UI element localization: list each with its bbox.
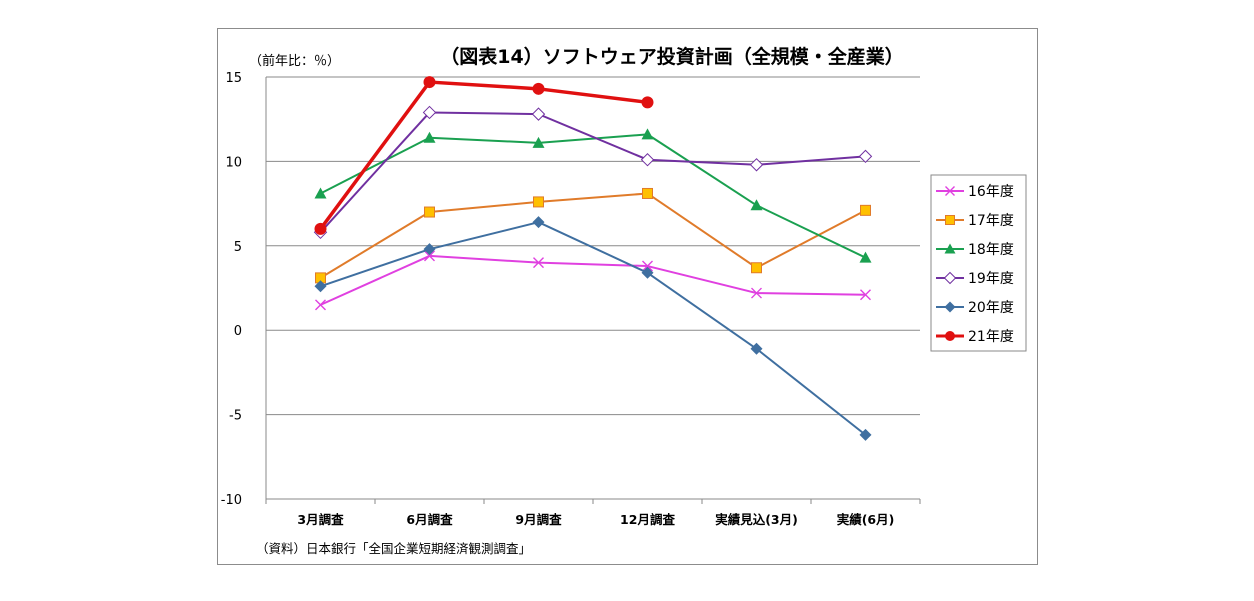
y-tick-label: 0: [234, 324, 242, 339]
data-point: [423, 243, 436, 256]
data-point: [422, 105, 437, 120]
x-tick-label: 実績見込(3月): [715, 512, 798, 527]
legend-item: 19年度: [936, 271, 1014, 287]
series-4: [314, 216, 872, 441]
data-point: [314, 187, 327, 199]
x-tick-label: 12月調査: [620, 512, 675, 527]
data-point: [424, 250, 435, 262]
unit-label: （前年比：％）: [249, 53, 340, 69]
chart-svg: （図表14）ソフトウェア投資計画（全規模・全産業） （前年比：％） 15 10 5 0…: [221, 45, 1027, 556]
data-point: [749, 158, 764, 172]
data-point: [314, 280, 327, 293]
data-point: [750, 342, 763, 355]
data-point: [532, 136, 545, 148]
x-tick-label: 9月調査: [515, 512, 562, 527]
data-point: [751, 262, 762, 274]
data-point: [533, 196, 544, 208]
legend-marker: [944, 243, 956, 254]
data-point: [860, 204, 871, 216]
legend-item: 18年度: [936, 242, 1014, 258]
y-tick-label: -5: [229, 409, 242, 424]
legend-label: 19年度: [968, 271, 1014, 287]
grid-lines: [266, 76, 920, 416]
y-tick-label: 10: [225, 155, 242, 170]
series-3: [313, 105, 873, 240]
chart-frame: （図表14）ソフトウェア投資計画（全規模・全産業） （前年比：％） 15 10 5 0…: [217, 28, 1038, 565]
series-line: [320, 221, 867, 436]
y-tick-label: 5: [234, 240, 242, 255]
data-point: [641, 266, 654, 279]
series-line: [319, 111, 866, 233]
y-tick-label: 15: [225, 71, 242, 86]
y-tick-label: -10: [221, 493, 242, 508]
series-line: [319, 80, 648, 230]
legend-box: [930, 174, 1027, 352]
data-point: [424, 206, 435, 218]
x-tick-label: 実績(6月): [837, 512, 895, 527]
series-line: [320, 133, 866, 259]
series-lines: [313, 76, 873, 441]
data-point: [531, 107, 546, 121]
legend-marker: [945, 186, 955, 196]
data-point: [423, 131, 436, 143]
legend-label: 16年度: [968, 184, 1014, 200]
data-point: [860, 289, 871, 301]
legend-label: 20年度: [968, 300, 1014, 316]
axes: [265, 77, 921, 504]
data-point: [315, 299, 326, 311]
legend-label: 21年度: [968, 329, 1014, 345]
y-tick-labels: 15 10 5 0 -5 -10: [221, 71, 242, 508]
data-point: [532, 82, 545, 95]
legend-label: 18年度: [968, 242, 1014, 258]
x-tick-label: 3月調査: [297, 512, 344, 527]
series-line: [319, 192, 866, 279]
legend-item: 17年度: [936, 213, 1014, 229]
data-point: [642, 260, 653, 272]
legend-label: 17年度: [968, 213, 1014, 229]
legend-item: 20年度: [936, 300, 1014, 316]
source-note: （資料）日本銀行「全国企業短期経済観測調査」: [256, 541, 531, 556]
data-point: [641, 96, 654, 109]
legend-marker: [944, 301, 956, 313]
data-point: [859, 251, 872, 263]
legend-marker: [945, 215, 955, 225]
legend-item: 21年度: [936, 329, 1014, 345]
data-point: [858, 149, 873, 164]
data-point: [314, 222, 327, 235]
legend-item: 16年度: [936, 184, 1014, 200]
series-line: [320, 254, 866, 306]
series-5: [314, 76, 654, 235]
legend: 16年度 17年度 18年度 19年度 20年度 21年度: [930, 174, 1027, 352]
legend-marker: [945, 331, 955, 341]
data-point: [533, 257, 544, 269]
legend-marker: [943, 271, 957, 285]
data-point: [423, 76, 436, 89]
series-0: [315, 250, 871, 311]
series-1: [315, 187, 871, 284]
data-point: [751, 287, 762, 299]
data-point: [642, 187, 653, 199]
chart-title: （図表14）ソフトウェア投資計画（全規模・全産業）: [440, 45, 903, 68]
data-point: [640, 153, 655, 167]
data-point: [532, 216, 545, 229]
data-point: [641, 128, 654, 140]
data-point: [859, 428, 872, 441]
data-point: [750, 199, 763, 211]
x-tick-labels: 3月調査 6月調査 9月調査 12月調査 実績見込(3月) 実績(6月): [297, 512, 894, 527]
x-tick-label: 6月調査: [406, 512, 453, 527]
series-2: [314, 128, 872, 263]
